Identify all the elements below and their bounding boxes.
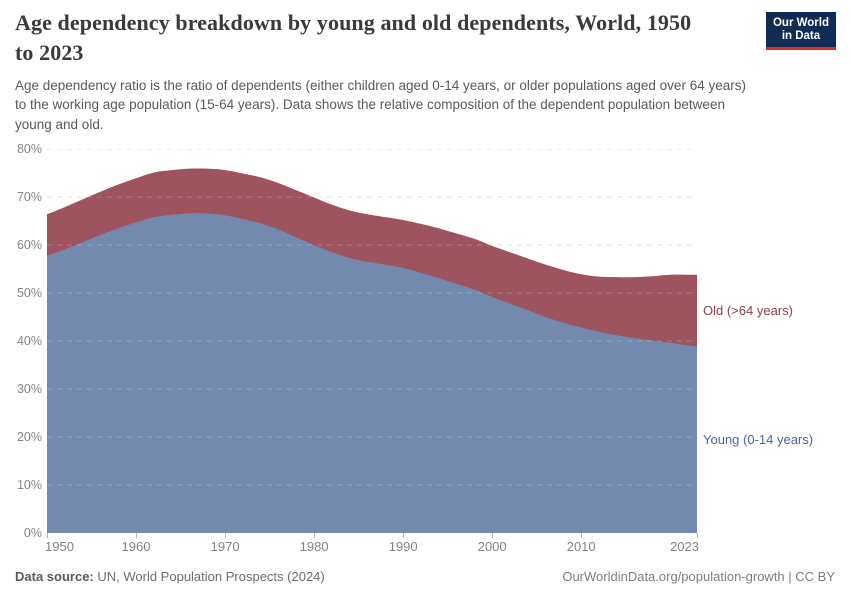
stacked-area-chart[interactable] [47, 149, 697, 533]
x-axis-tick [314, 533, 316, 538]
owid-link[interactable]: OurWorldinData.org/population-growth [562, 569, 785, 584]
y-axis-label: 30% [16, 381, 42, 396]
x-axis-tick [697, 533, 698, 538]
x-axis-label: 2010 [566, 539, 596, 554]
owid-logo[interactable]: Our World in Data [765, 12, 836, 50]
page-title: Age dependency breakdown by young and ol… [15, 8, 755, 68]
chart-subtitle: Age dependency ratio is the ratio of dep… [15, 76, 835, 134]
y-axis-label: 50% [16, 285, 42, 300]
gridlines-overlay [47, 149, 697, 486]
data-source-label: Data source: [15, 569, 94, 584]
x-axis-tick [136, 533, 137, 538]
y-axis-label: 60% [16, 237, 42, 252]
y-axis-label: 70% [16, 189, 42, 204]
chart-footer: Data source: UN, World Population Prospe… [15, 569, 835, 585]
x-axis-tick [47, 533, 48, 538]
y-axis-label: 10% [16, 477, 42, 492]
x-axis-label: 1980 [299, 539, 329, 554]
chart-plot-area: 0% 10% 20% 30% 40% 50% 60% 70% 80% 1950 1960 1970 1… [0, 140, 850, 565]
chart-subtitle-line3: young and old. [15, 116, 104, 132]
owid-logo-line2: in Data [781, 30, 821, 42]
license-text: | CC BY [784, 569, 835, 584]
series-label-young[interactable]: Young (0-14 years) [703, 431, 814, 447]
page-title-line2: to 2023 [15, 40, 84, 65]
x-axis-tick [492, 533, 494, 538]
young-series-area[interactable] [47, 213, 697, 533]
x-axis-label: 1990 [388, 539, 418, 554]
y-axis-label: 40% [16, 333, 42, 348]
data-source-text: UN, World Population Prospects (2024) [93, 569, 325, 584]
x-axis-tick [581, 533, 583, 538]
data-source: Data source: UN, World Population Prospe… [15, 569, 325, 585]
x-axis-label: 1950 [45, 539, 74, 554]
chart-subtitle-line2: to the working age population (15-64 yea… [15, 97, 725, 113]
x-axis-label: 2000 [477, 539, 507, 554]
x-axis-label: 2023 [670, 539, 699, 554]
x-axis-tick [403, 533, 405, 538]
y-axis-label: 0% [23, 525, 42, 540]
x-axis-tick [225, 533, 227, 538]
y-axis-label: 20% [16, 429, 42, 444]
y-axis-label: 80% [16, 141, 42, 156]
chart-subtitle-line1: Age dependency ratio is the ratio of dep… [15, 78, 746, 93]
footer-right: OurWorldinData.org/population-growth | C… [562, 569, 835, 585]
x-axis-label: 1970 [210, 539, 240, 554]
x-axis-label: 1960 [121, 539, 151, 554]
series-label-old[interactable]: Old (>64 years) [703, 302, 793, 318]
page-title-line1: Age dependency breakdown by young and ol… [15, 10, 692, 35]
owid-logo-line1: Our World [772, 17, 829, 29]
